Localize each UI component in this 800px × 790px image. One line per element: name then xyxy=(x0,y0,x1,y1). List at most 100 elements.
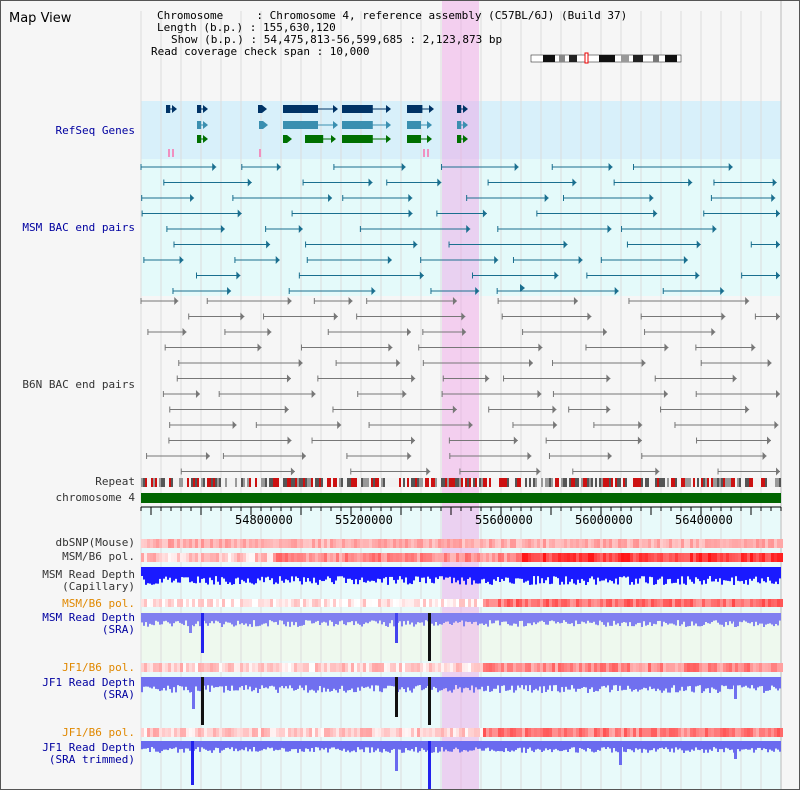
polymorphism-cell xyxy=(405,553,408,562)
depth-bar xyxy=(163,677,165,688)
depth-bar xyxy=(751,613,753,623)
msm-b6-pol-label[interactable]: MSM/B6 pol. xyxy=(62,550,135,563)
depth-bar xyxy=(331,613,333,622)
depth-bar xyxy=(353,677,355,693)
refseq-genes-label[interactable]: RefSeq Genes xyxy=(55,124,135,137)
depth-bar xyxy=(417,613,419,623)
depth-bar xyxy=(611,741,613,753)
polymorphism-cell xyxy=(633,539,636,548)
polymorphism-cell xyxy=(339,539,342,548)
bac-end-arrow xyxy=(607,452,612,460)
dbsnp-label[interactable]: dbSNP(Mouse) xyxy=(55,536,135,549)
repeat-mark xyxy=(309,478,311,487)
polymorphism-cell xyxy=(312,599,315,607)
polymorphism-cell xyxy=(753,599,756,607)
depth-bar xyxy=(221,567,223,578)
depth-bar xyxy=(745,741,747,749)
depth-bar xyxy=(205,613,207,624)
depth-bar xyxy=(291,613,293,622)
depth-bar xyxy=(411,741,413,750)
jf1-depth-sra-label[interactable]: JF1 Read Depth (SRA) xyxy=(1,677,135,701)
polymorphism-cell xyxy=(186,539,189,548)
polymorphism-cell xyxy=(201,728,204,737)
depth-bar xyxy=(733,567,735,585)
depth-bar xyxy=(647,613,649,625)
repeat-mark xyxy=(535,478,537,487)
depth-bar xyxy=(681,567,683,577)
jf1-pol2-label[interactable]: JF1/B6 pol. xyxy=(62,726,135,739)
depth-bar xyxy=(497,567,499,577)
depth-bar xyxy=(173,677,175,688)
depth-bar xyxy=(329,741,331,749)
bac-end-arrow xyxy=(461,312,466,321)
polymorphism-cell xyxy=(594,553,597,562)
polymorphism-cell xyxy=(765,599,768,607)
depth-bar xyxy=(287,677,289,689)
depth-bar xyxy=(287,613,289,622)
polymorphism-cell xyxy=(234,553,237,562)
depth-bar xyxy=(715,613,717,621)
depth-bar xyxy=(713,741,715,748)
depth-bar xyxy=(235,677,237,691)
polymorphism-cell xyxy=(345,553,348,562)
depth-bar xyxy=(281,741,283,748)
depth-bar xyxy=(251,567,253,584)
msm-b6-pol2-label[interactable]: MSM/B6 pol. xyxy=(62,597,135,610)
depth-bar xyxy=(181,677,183,687)
depth-bar xyxy=(667,567,669,580)
chromosome-ideogram[interactable] xyxy=(529,52,683,64)
depth-bar xyxy=(639,567,641,579)
msm-depth-cap-label[interactable]: MSM Read Depth (Capillary) xyxy=(1,569,135,593)
depth-bar xyxy=(185,613,187,621)
msm-depth-sra-label[interactable]: MSM Read Depth (SRA) xyxy=(1,612,135,636)
depth-bar xyxy=(183,677,185,691)
polymorphism-cell xyxy=(309,539,312,548)
depth-bar xyxy=(533,741,535,753)
polymorphism-cell xyxy=(198,663,201,672)
polymorphism-cell xyxy=(399,553,402,562)
repeat-mark xyxy=(669,478,671,487)
polymorphism-cell xyxy=(189,539,192,548)
jf1-pol-label[interactable]: JF1/B6 pol. xyxy=(62,661,135,674)
repeat-label[interactable]: Repeat xyxy=(95,475,135,488)
polymorphism-cell xyxy=(651,663,654,672)
polymorphism-cell xyxy=(684,728,687,737)
depth-bar xyxy=(487,613,489,627)
polymorphism-cell xyxy=(591,553,594,562)
repeat-mark xyxy=(713,478,715,487)
depth-bar xyxy=(311,567,313,584)
polymorphism-cell xyxy=(303,599,306,607)
repeat-mark xyxy=(323,478,325,487)
polymorphism-cell xyxy=(657,728,660,737)
depth-bar xyxy=(267,677,269,689)
repeat-mark xyxy=(203,478,205,487)
bac-end-arrow xyxy=(411,374,416,383)
depth-bar xyxy=(461,567,463,578)
depth-bar xyxy=(477,567,479,584)
polymorphism-cell xyxy=(204,539,207,548)
polymorphism-cell xyxy=(663,553,666,562)
polymorphism-cell xyxy=(189,728,192,737)
depth-bar xyxy=(617,677,619,691)
repeat-mark xyxy=(485,478,487,487)
polymorphism-cell xyxy=(483,663,486,672)
depth-bar xyxy=(181,613,183,624)
polymorphism-cell xyxy=(423,599,426,607)
gene-arrow xyxy=(203,135,208,143)
depth-bar xyxy=(499,741,501,752)
polymorphism-cell xyxy=(408,663,411,672)
depth-bar xyxy=(651,567,653,578)
depth-bar xyxy=(163,567,165,579)
msm-bac-label[interactable]: MSM BAC end pairs xyxy=(22,221,135,234)
b6n-bac-label[interactable]: B6N BAC end pairs xyxy=(22,378,135,391)
depth-bar xyxy=(141,567,143,577)
depth-bar xyxy=(767,677,769,691)
polymorphism-cell xyxy=(516,728,519,737)
depth-bar xyxy=(669,613,671,624)
jf1-depth-trim-label[interactable]: JF1 Read Depth (SRA trimmed) xyxy=(1,742,135,766)
depth-bar xyxy=(211,677,213,686)
polymorphism-cell xyxy=(579,539,582,548)
ruler-tick-2: 55200000 xyxy=(335,513,393,527)
depth-bar xyxy=(197,613,199,622)
